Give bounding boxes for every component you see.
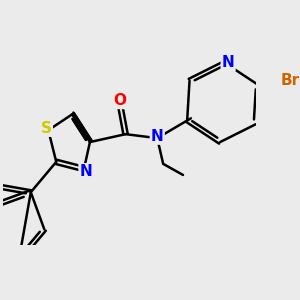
Text: O: O [113, 93, 126, 108]
Text: N: N [222, 56, 235, 70]
Text: N: N [151, 129, 164, 144]
Text: Br: Br [281, 73, 300, 88]
Text: S: S [41, 121, 52, 136]
Text: N: N [80, 164, 92, 179]
